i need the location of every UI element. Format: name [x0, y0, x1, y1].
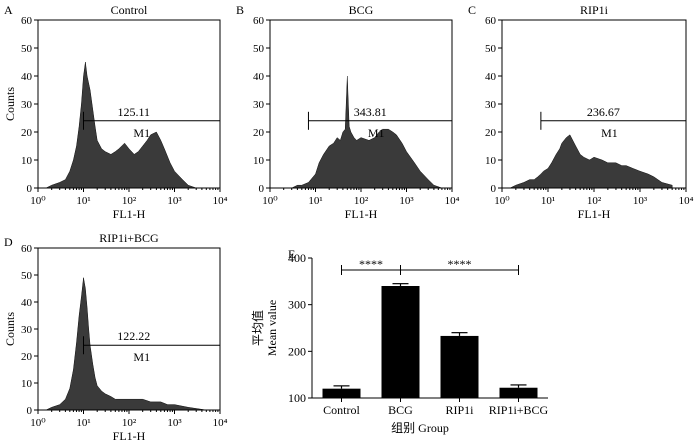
bar-panel-e: 100 200 300 400 Control BCG RIP1i RIP1i+BCG ****… [250, 247, 549, 435]
y-tick-label: 100 [288, 391, 306, 405]
y-axis-label: Counts [3, 87, 17, 121]
histogram-area [278, 75, 442, 189]
histogram-area [509, 134, 673, 189]
x-tick-label: 10¹ [76, 195, 90, 207]
x-tick-label: RIP1i+BCG [489, 403, 549, 417]
y-axis-label-cn: 平均值 [250, 310, 265, 346]
bar-bcg [381, 286, 420, 398]
y-tick-label: 10 [21, 155, 33, 167]
y-tick-label: 10 [21, 378, 33, 390]
gate-name: M1 [601, 126, 618, 140]
y-tick-label: 0 [259, 183, 265, 195]
y-tick-label: 30 [253, 99, 265, 111]
panel-letter: E [288, 247, 295, 261]
x-tick-label: 10³ [167, 195, 182, 207]
y-tick-label: 40 [485, 71, 497, 83]
bar-control [322, 388, 361, 398]
x-tick-label: 10⁴ [213, 417, 228, 429]
y-tick-label: 60 [485, 15, 497, 27]
y-tick-label: 30 [485, 99, 497, 111]
panel-letter: A [4, 3, 13, 17]
y-tick-label: 40 [21, 71, 33, 83]
y-tick-label: 20 [253, 127, 265, 139]
x-tick-label: 10⁰ [262, 195, 278, 207]
x-tick-label: 10⁴ [213, 195, 228, 207]
x-tick-label: 10¹ [308, 195, 322, 207]
y-tick-label: 50 [485, 43, 497, 55]
histogram-panel-b: 0 10 20 30 40 50 60 10⁰ 10¹ 10² 10³ 10⁴ 343.81 M1 BCG B… [236, 3, 460, 221]
x-tick-label: RIP1i [445, 403, 474, 417]
y-tick-label: 0 [491, 183, 497, 195]
y-tick-label: 60 [21, 243, 33, 255]
x-axis-label: FL1-H [113, 207, 146, 221]
x-tick-label: 10² [122, 195, 137, 207]
panel-letter: B [236, 3, 244, 17]
histogram-panel-d: 0 10 20 30 40 50 60 10⁰ 10¹ 10² 10³ 10⁴ 122.22 M1 RIP1… [3, 231, 228, 442]
y-tick-label: 0 [27, 405, 33, 417]
y-tick-label: 10 [485, 155, 497, 167]
gate-mean-value: 125.11 [117, 105, 150, 119]
x-tick-label: 10⁰ [30, 195, 46, 207]
x-tick-label: 10² [587, 195, 602, 207]
x-tick-label: 10¹ [541, 195, 555, 207]
y-tick-label: 50 [21, 270, 33, 282]
x-tick-label: 10⁴ [445, 195, 460, 207]
gate-mean-value: 343.81 [354, 105, 387, 119]
x-tick-label: 10⁰ [30, 417, 46, 429]
y-tick-label: 300 [288, 298, 306, 312]
y-tick-label: 20 [21, 351, 33, 363]
panel-title: RIP1i [580, 3, 609, 17]
y-tick-label: 50 [253, 43, 265, 55]
histogram-area [45, 61, 207, 189]
x-tick-label: 10¹ [76, 417, 90, 429]
gate-name: M1 [133, 126, 150, 140]
y-tick-label: 30 [21, 99, 33, 111]
panel-letter: C [468, 3, 476, 17]
y-tick-label: 60 [253, 15, 265, 27]
panel-title: BCG [349, 3, 374, 17]
x-axis-label: FL1-H [345, 207, 378, 221]
y-tick-label: 30 [21, 324, 33, 336]
significance-label: **** [448, 257, 472, 271]
gate-mean-value: 236.67 [587, 105, 620, 119]
y-tick-label: 50 [21, 43, 33, 55]
x-tick-label: Control [323, 403, 360, 417]
panel-title: Control [111, 3, 148, 17]
panel-letter: D [4, 235, 13, 249]
y-tick-label: 400 [288, 251, 306, 265]
x-tick-label: 10³ [167, 417, 182, 429]
y-tick-label: 20 [485, 127, 497, 139]
x-axis-label: FL1-H [113, 429, 146, 442]
y-tick-label: 40 [253, 71, 265, 83]
bar-rip1i [440, 335, 479, 398]
x-tick-label: 10² [354, 195, 369, 207]
y-axis-label: Mean value [265, 300, 279, 356]
y-tick-label: 40 [21, 297, 33, 309]
x-axis-label: FL1-H [578, 207, 611, 221]
x-tick-label: BCG [388, 403, 413, 417]
x-tick-label: 10⁴ [679, 195, 694, 207]
bar-rip1i-bcg [499, 387, 538, 398]
gate-name: M1 [133, 350, 150, 364]
histogram-panel-c: 0 10 20 30 40 50 60 10⁰ 10¹ 10² 10³ 10⁴ 236.67 M1 RIP1… [468, 3, 694, 221]
y-tick-label: 200 [288, 344, 306, 358]
y-tick-label: 20 [21, 127, 33, 139]
y-tick-label: 0 [27, 183, 33, 195]
histogram-panel-a: 0 10 20 30 40 50 60 10⁰ 10¹ 10² 10³ 10⁴ 125.11 M1 Cont… [3, 3, 228, 221]
x-axis-label: 组别 Group [391, 421, 449, 435]
x-tick-label: 10² [122, 417, 137, 429]
histogram-area [45, 277, 207, 411]
y-tick-label: 10 [253, 155, 265, 167]
gate-name: M1 [368, 126, 385, 140]
y-tick-label: 60 [21, 15, 33, 27]
x-tick-label: 10⁰ [494, 195, 510, 207]
significance-label: **** [359, 257, 383, 271]
gate-mean-value: 122.22 [117, 329, 150, 343]
panel-title: RIP1i+BCG [99, 231, 159, 245]
y-axis-label: Counts [3, 312, 17, 346]
x-tick-label: 10³ [399, 195, 414, 207]
x-tick-label: 10³ [633, 195, 648, 207]
